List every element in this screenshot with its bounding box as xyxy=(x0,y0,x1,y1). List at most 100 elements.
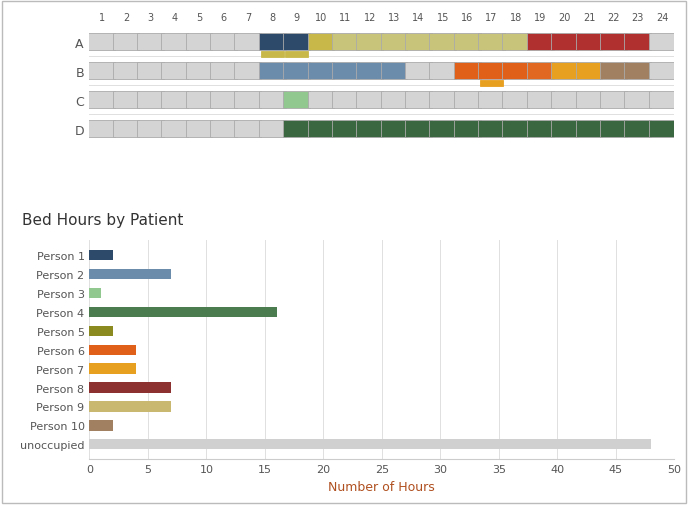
Bar xyxy=(235,92,261,109)
Bar xyxy=(308,34,334,52)
Bar xyxy=(551,121,578,138)
Bar xyxy=(600,63,627,80)
Bar xyxy=(161,121,188,138)
Bar xyxy=(576,92,603,109)
Bar xyxy=(89,383,171,393)
Bar xyxy=(380,92,407,109)
Bar xyxy=(502,92,529,109)
Bar xyxy=(551,63,578,80)
Bar xyxy=(186,63,213,80)
Bar xyxy=(356,121,383,138)
Bar xyxy=(429,92,456,109)
Bar xyxy=(89,288,101,298)
Bar xyxy=(380,121,407,138)
Bar xyxy=(89,364,136,374)
Bar xyxy=(235,63,261,80)
Bar xyxy=(186,121,213,138)
Bar xyxy=(480,81,503,87)
Bar xyxy=(624,121,651,138)
Bar xyxy=(113,34,140,52)
Bar xyxy=(89,420,113,431)
Bar xyxy=(429,121,456,138)
Bar xyxy=(113,121,140,138)
Bar xyxy=(186,34,213,52)
Bar xyxy=(332,92,358,109)
Bar xyxy=(453,121,480,138)
Bar xyxy=(405,34,432,52)
Bar xyxy=(261,52,283,58)
Bar xyxy=(137,92,164,109)
Bar xyxy=(405,121,432,138)
Bar xyxy=(161,63,188,80)
Bar xyxy=(137,34,164,52)
Bar xyxy=(649,63,676,80)
Bar xyxy=(551,34,578,52)
Bar xyxy=(283,121,310,138)
Bar xyxy=(551,92,578,109)
Bar xyxy=(113,63,140,80)
Bar xyxy=(113,92,140,109)
Bar xyxy=(210,92,237,109)
Bar xyxy=(283,34,310,52)
Text: Bed Hours by Patient: Bed Hours by Patient xyxy=(22,213,184,227)
Bar xyxy=(624,63,651,80)
Bar xyxy=(453,63,480,80)
Bar xyxy=(137,63,164,80)
Bar xyxy=(380,63,407,80)
Bar xyxy=(405,63,432,80)
Bar xyxy=(405,92,432,109)
Bar xyxy=(429,34,456,52)
Bar xyxy=(356,34,383,52)
Bar xyxy=(332,34,358,52)
Bar xyxy=(210,34,237,52)
Bar xyxy=(478,34,505,52)
Bar xyxy=(649,121,676,138)
Bar xyxy=(478,121,505,138)
Bar xyxy=(429,63,456,80)
Bar xyxy=(308,92,334,109)
Bar xyxy=(210,121,237,138)
Bar xyxy=(88,121,115,138)
Bar xyxy=(89,250,113,261)
Bar xyxy=(649,34,676,52)
Bar xyxy=(356,63,383,80)
Bar xyxy=(478,63,505,80)
Bar xyxy=(210,63,237,80)
Bar xyxy=(89,439,651,449)
Bar xyxy=(649,92,676,109)
Bar xyxy=(235,34,261,52)
Bar xyxy=(356,92,383,109)
Bar xyxy=(285,52,308,58)
Bar xyxy=(527,121,554,138)
Bar xyxy=(478,92,505,109)
Bar xyxy=(186,92,213,109)
Bar xyxy=(283,92,310,109)
Bar xyxy=(259,121,286,138)
Bar xyxy=(600,92,627,109)
Bar xyxy=(88,34,115,52)
Bar xyxy=(137,121,164,138)
Bar xyxy=(600,34,627,52)
Bar xyxy=(259,92,286,109)
Bar xyxy=(600,121,627,138)
Bar xyxy=(283,63,310,80)
Bar xyxy=(259,34,286,52)
Bar xyxy=(527,92,554,109)
Bar xyxy=(308,121,334,138)
Bar xyxy=(88,92,115,109)
Bar xyxy=(527,63,554,80)
Bar xyxy=(89,401,171,412)
Bar xyxy=(332,121,358,138)
Bar xyxy=(380,34,407,52)
Bar xyxy=(88,63,115,80)
X-axis label: Number of Hours: Number of Hours xyxy=(328,480,436,493)
Bar xyxy=(624,34,651,52)
Bar xyxy=(624,92,651,109)
Bar xyxy=(161,34,188,52)
Bar xyxy=(308,63,334,80)
Bar xyxy=(576,34,603,52)
Bar xyxy=(89,326,113,336)
Bar xyxy=(235,121,261,138)
Bar xyxy=(576,121,603,138)
Bar xyxy=(502,34,529,52)
